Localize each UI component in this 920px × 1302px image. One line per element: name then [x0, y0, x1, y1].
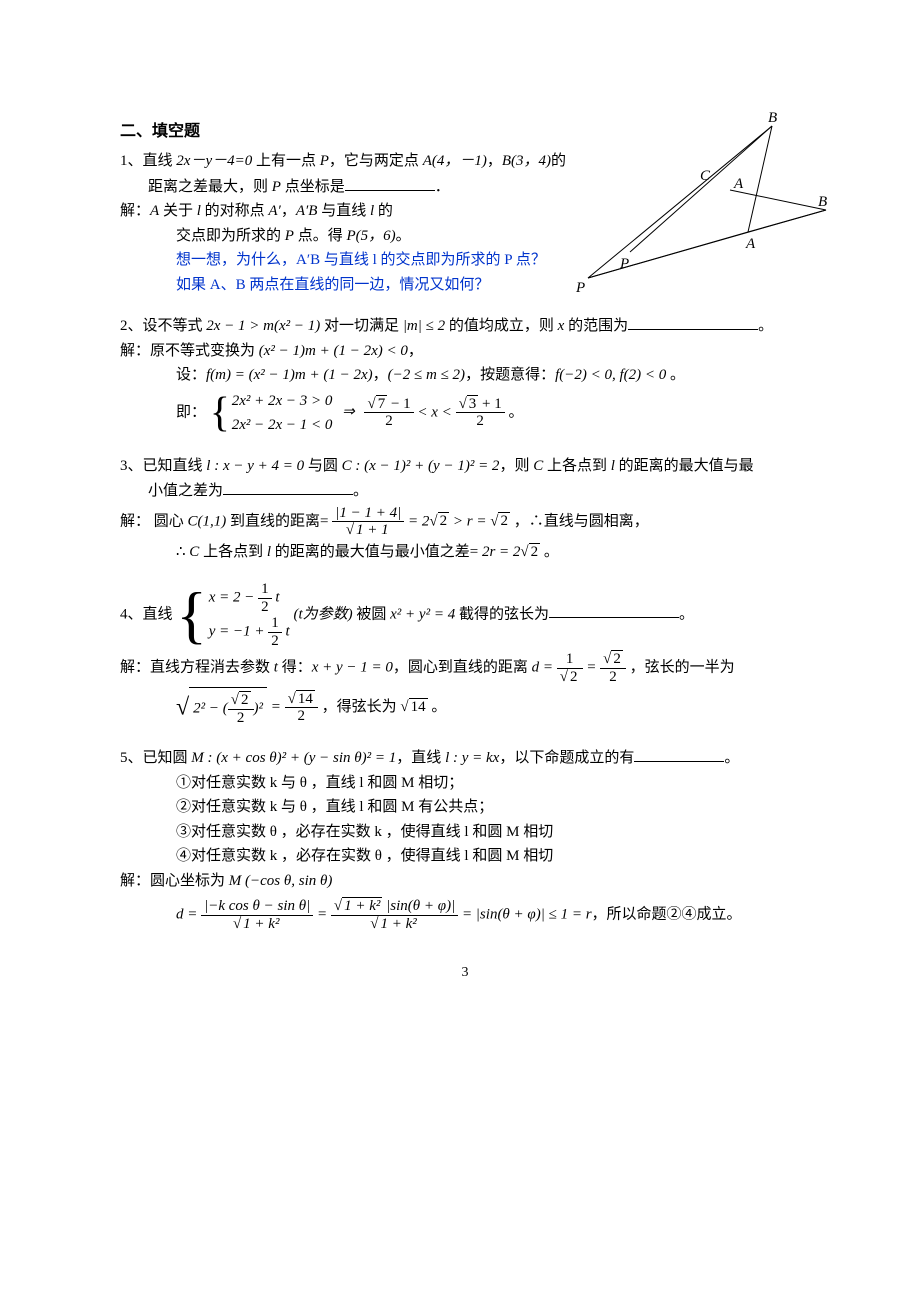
page: B B A A C P P 二、填空题 1、直线 2x－y－4=0 上有一点 P…	[0, 0, 920, 1023]
question-4: 4、直线 { x = 2 − 12 t y = −1 + 12 t (t为参数)…	[120, 581, 810, 728]
q1-num: 1、	[120, 153, 143, 169]
q4-num: 4、	[120, 606, 143, 622]
q1-blank	[345, 175, 435, 191]
q5-opt1: ①对任意实数 k 与 θ ，直线 l 和圆 M 相切；	[120, 772, 810, 795]
q3-blank	[223, 479, 353, 495]
q5-opt3: ③对任意实数 θ ，必存在实数 k ，使得直线 l 和圆 M 相切	[120, 821, 810, 844]
brace-icon: {	[210, 392, 230, 434]
diagram-q1: B B A A C P P	[570, 110, 830, 318]
q2-sol-label: 解：	[120, 343, 150, 359]
q4-blank	[549, 602, 679, 618]
q3-sol-label: 解：	[120, 513, 150, 529]
q5-opt4: ④对任意实数 k ，必存在实数 θ ，使得直线 l 和圆 M 相切	[120, 845, 810, 868]
label-B-right: B	[818, 194, 827, 210]
question-3: 3、已知直线 l : x − y + 4 = 0 与圆 C : (x − 1)²…	[120, 455, 810, 564]
q5-opt2: ②对任意实数 k 与 θ ，直线 l 和圆 M 有公共点；	[120, 796, 810, 819]
label-Pprime: P	[575, 280, 585, 296]
q5-sol-label: 解：	[120, 873, 150, 889]
q3-num: 3、	[120, 458, 143, 474]
q1-sol-label: 解：	[120, 203, 150, 219]
brace-icon: {	[176, 583, 207, 647]
page-number: 3	[120, 962, 810, 983]
q4-sol-label: 解：	[120, 659, 150, 675]
q2-num: 2、	[120, 318, 143, 334]
label-B-top: B	[768, 110, 777, 126]
question-5: 5、已知圆 M : (x + cos θ)² + (y − sin θ)² = …	[120, 746, 810, 932]
q5-num: 5、	[120, 750, 143, 766]
q5-blank	[634, 746, 724, 762]
label-P: P	[619, 256, 629, 272]
label-C: C	[700, 168, 711, 184]
label-A-up: A	[733, 176, 744, 192]
label-A-low: A	[745, 236, 756, 252]
geometry-svg: B B A A C P P	[570, 110, 830, 310]
question-2: 2、设不等式 2x − 1 > m(x² − 1) 对一切满足 |m| ≤ 2 …	[120, 314, 810, 437]
